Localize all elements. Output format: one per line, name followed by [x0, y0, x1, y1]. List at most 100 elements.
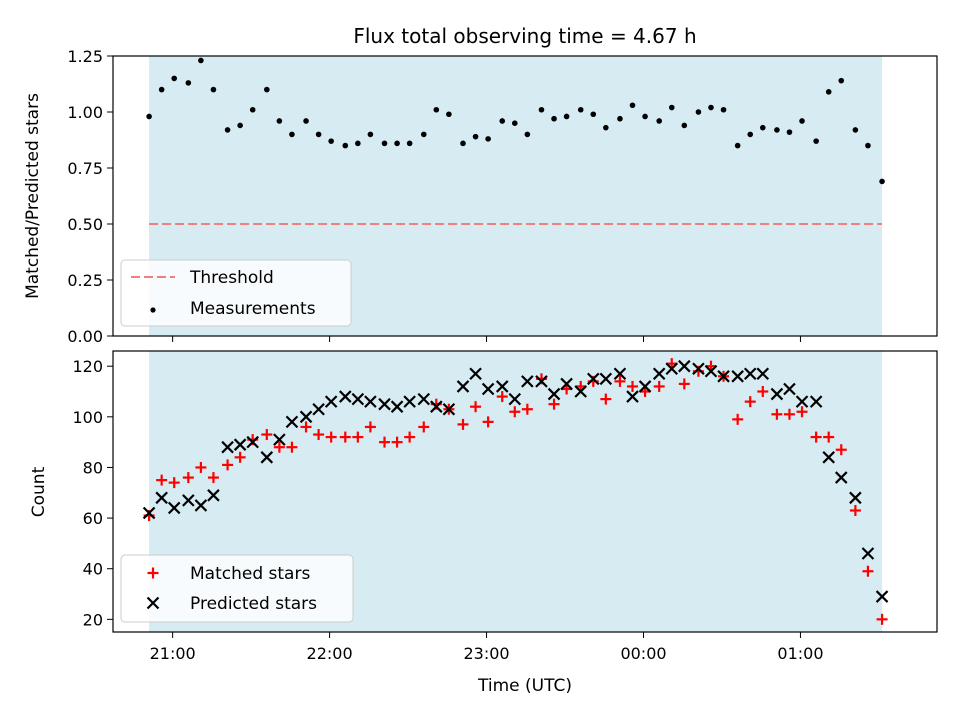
y-tick-label: 0.50 — [67, 215, 103, 234]
predicted-star-point — [795, 395, 809, 408]
legend-predicted-label: Predicted stars — [190, 594, 317, 614]
predicted-star-point — [285, 415, 299, 429]
predicted-star-point — [246, 435, 259, 449]
matched-star-point — [810, 431, 822, 443]
predicted-star-point — [743, 367, 757, 381]
measurement-point — [563, 113, 570, 120]
matched-star-point — [600, 393, 612, 405]
legend-matched-label: Matched stars — [190, 564, 310, 584]
measurement-point — [446, 111, 452, 118]
legend-matched-swatch — [147, 567, 159, 579]
matched-star-point — [470, 401, 482, 413]
predicted-star-point — [378, 397, 391, 411]
predicted-star-point — [626, 390, 639, 403]
measurement-point — [472, 133, 479, 140]
matched-star-point — [783, 408, 795, 420]
measurement-point — [813, 138, 819, 144]
measurement-point — [342, 142, 349, 149]
bottom-plot-frame — [112, 350, 938, 633]
predicted-star-point — [692, 362, 705, 375]
matched-star-point — [286, 441, 298, 453]
measurements-series — [146, 57, 885, 185]
predicted-star-point — [834, 471, 848, 484]
matched-star-point — [195, 461, 207, 473]
matched-stars-series — [143, 358, 888, 625]
bottom-y-axis-label: Count — [29, 466, 49, 517]
predicted-star-point — [809, 395, 823, 408]
measurement-point — [551, 115, 557, 122]
bottom-legend: Matched stars Predicted stars — [120, 554, 354, 623]
measurement-point — [171, 75, 178, 82]
predicted-star-point — [194, 499, 208, 512]
measurement-point — [460, 140, 466, 147]
predicted-star-point — [783, 382, 796, 396]
matched-star-point — [835, 444, 847, 456]
predicted-star-point — [599, 372, 613, 386]
predicted-star-point — [678, 359, 691, 373]
matched-star-point — [273, 441, 285, 453]
predicted-star-point — [417, 392, 431, 406]
measurement-point — [629, 102, 636, 109]
measurement-point — [865, 142, 871, 149]
matched-star-point — [207, 472, 219, 484]
predicted-star-point — [770, 387, 784, 401]
matched-star-point — [876, 613, 888, 625]
measurement-point — [185, 80, 192, 86]
matched-star-point — [182, 472, 194, 484]
measurement-point — [774, 127, 780, 133]
predicted-star-point — [638, 380, 652, 393]
matched-star-point — [796, 406, 808, 418]
measurement-point — [406, 140, 413, 147]
predicted-star-point — [574, 385, 587, 398]
bottom-x-ticks: 21:00 22:00 23:00 00:00 01:00 — [150, 632, 824, 663]
predicted-star-point — [260, 451, 274, 464]
matched-star-point — [168, 477, 180, 489]
matched-star-point — [849, 504, 861, 516]
matched-star-point — [352, 431, 364, 443]
measurement-point — [695, 109, 702, 115]
measurement-point — [394, 140, 400, 147]
measurement-point — [315, 131, 322, 138]
measurement-point — [289, 131, 295, 138]
legend-matched-marker — [147, 567, 159, 579]
matched-star-point — [744, 396, 756, 408]
measurement-point — [328, 138, 334, 144]
matched-star-point — [614, 375, 626, 387]
predicted-star-point — [469, 367, 482, 381]
measurement-point — [720, 106, 727, 113]
predicted-star-point — [364, 395, 377, 408]
y-tick-label: 0.00 — [67, 327, 103, 346]
predicted-star-point — [508, 392, 522, 406]
bottom-legend-box — [120, 554, 354, 623]
matched-star-point — [521, 403, 533, 415]
predicted-star-point — [731, 370, 744, 383]
measurement-point — [879, 178, 885, 185]
y-tick-label: 60 — [83, 509, 103, 528]
predicted-star-point — [861, 547, 875, 560]
top-x-ticks — [172, 336, 801, 342]
matched-star-point — [364, 421, 376, 433]
predicted-star-point — [442, 402, 456, 416]
measurement-point — [158, 86, 165, 93]
matched-star-point — [457, 418, 469, 430]
top-y-axis: 0.00 0.25 0.50 0.75 1.00 1.25 — [67, 47, 113, 346]
predicted-stars-series — [142, 359, 889, 603]
predicted-star-point — [717, 370, 730, 383]
predicted-star-point — [875, 590, 889, 603]
measurement-point — [852, 127, 859, 133]
legend-predicted-marker — [146, 596, 160, 610]
predicted-star-point — [704, 364, 718, 378]
predicted-star-point — [535, 375, 548, 388]
legend-predicted-swatch — [146, 596, 160, 610]
measurement-point — [146, 113, 152, 120]
y-tick-label: 1.00 — [67, 103, 103, 122]
measurement-point — [381, 140, 388, 147]
predicted-star-point — [430, 400, 443, 413]
measurement-point — [590, 111, 597, 118]
measurement-point — [198, 57, 204, 64]
matched-star-point — [771, 408, 783, 420]
measurement-point — [367, 131, 374, 138]
measurement-point — [538, 106, 545, 113]
matched-star-point — [482, 416, 494, 428]
matched-star-point — [732, 413, 744, 425]
